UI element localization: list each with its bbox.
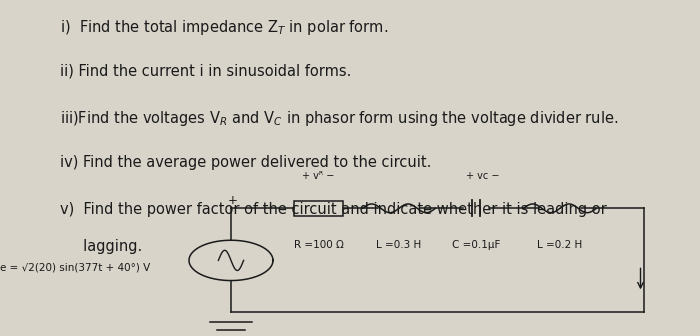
Text: e = √2(20) sin(377t + 40°) V: e = √2(20) sin(377t + 40°) V bbox=[0, 262, 150, 272]
Text: i)  Find the total impedance Z$_T$ in polar form.: i) Find the total impedance Z$_T$ in pol… bbox=[60, 18, 388, 38]
Bar bbox=[294, 201, 343, 216]
Text: C =0.1μF: C =0.1μF bbox=[452, 240, 500, 250]
Text: + vᴄ −: + vᴄ − bbox=[466, 171, 500, 181]
Text: iv) Find the average power delivered to the circuit.: iv) Find the average power delivered to … bbox=[60, 155, 431, 170]
Text: L =0.3 H: L =0.3 H bbox=[377, 240, 421, 250]
Text: L =0.2 H: L =0.2 H bbox=[538, 240, 582, 250]
Text: v)  Find the power factor of the circuit and indicate whether it is leading or: v) Find the power factor of the circuit … bbox=[60, 202, 606, 217]
Text: +: + bbox=[228, 194, 237, 207]
Text: R =100 Ω: R =100 Ω bbox=[293, 240, 344, 250]
Text: ii) Find the current i in sinusoidal forms.: ii) Find the current i in sinusoidal for… bbox=[60, 64, 351, 79]
Text: iii)Find the voltages V$_R$ and V$_C$ in phasor form using the voltage divider r: iii)Find the voltages V$_R$ and V$_C$ in… bbox=[60, 109, 618, 128]
Text: lagging.: lagging. bbox=[60, 239, 141, 254]
Text: + vᴿ −: + vᴿ − bbox=[302, 171, 335, 181]
